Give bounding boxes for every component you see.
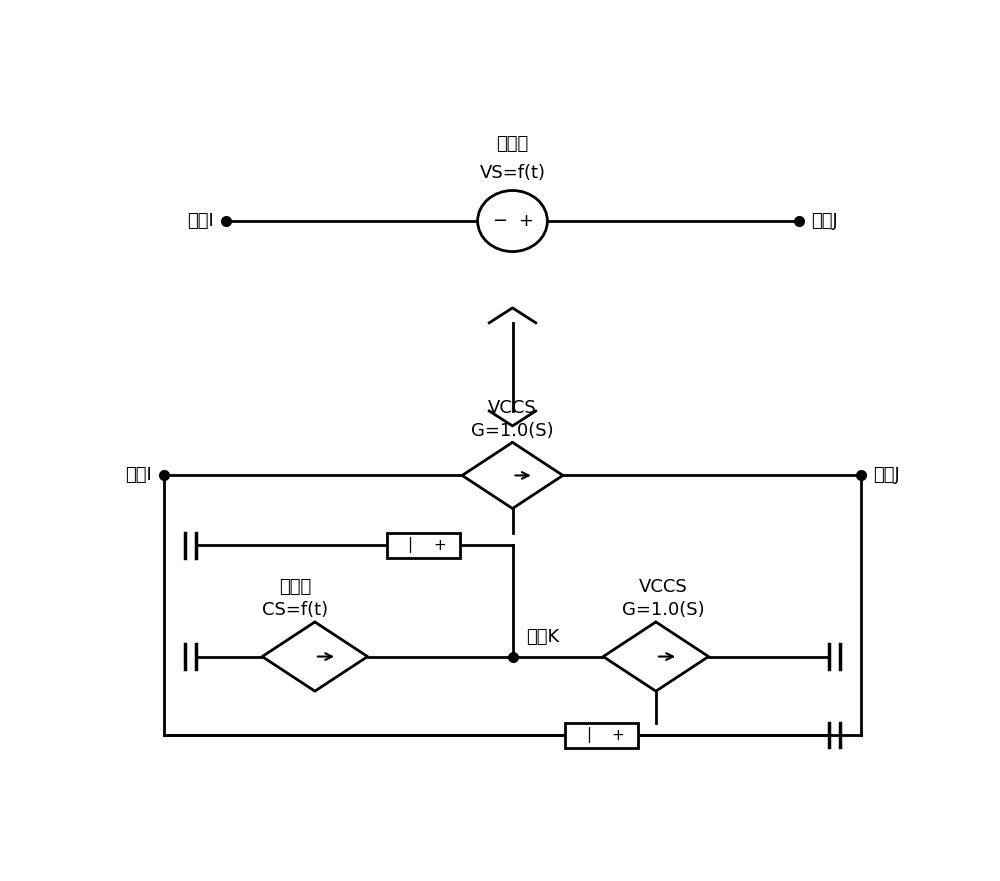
Text: −: − — [492, 212, 507, 230]
Text: G=1.0(S): G=1.0(S) — [471, 422, 554, 440]
Text: VCCS: VCCS — [488, 398, 537, 417]
Text: +: + — [518, 212, 533, 230]
Bar — [387, 533, 460, 558]
Text: VCCS: VCCS — [639, 578, 688, 596]
Text: 电流源: 电流源 — [279, 578, 312, 596]
Text: 电压源: 电压源 — [496, 135, 529, 153]
Text: 节点I: 节点I — [187, 212, 214, 230]
Text: 节点J: 节点J — [873, 466, 900, 485]
Text: +: + — [611, 728, 624, 743]
Text: CS=f(t): CS=f(t) — [262, 601, 329, 619]
Text: 节点K: 节点K — [526, 628, 560, 647]
Text: |: | — [408, 537, 413, 553]
Text: |: | — [586, 727, 591, 744]
Text: VS=f(t): VS=f(t) — [480, 165, 546, 182]
Text: 节点J: 节点J — [811, 212, 838, 230]
Bar — [565, 722, 638, 748]
Text: 节点I: 节点I — [125, 466, 152, 485]
Text: +: + — [433, 537, 446, 552]
Circle shape — [478, 190, 547, 252]
Text: G=1.0(S): G=1.0(S) — [622, 601, 705, 619]
